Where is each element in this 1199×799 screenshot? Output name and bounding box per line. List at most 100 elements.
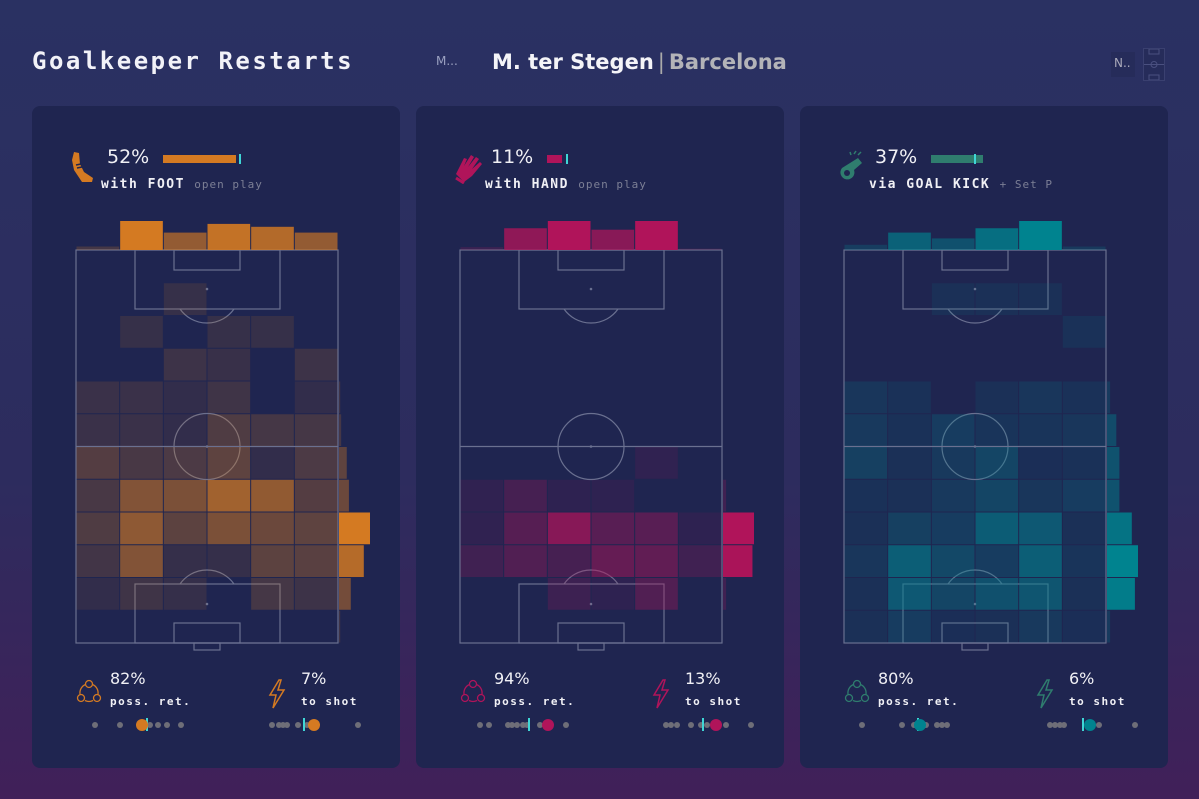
heat-cell [1062,414,1106,446]
stat-value: 7% [301,669,327,688]
share-bar [931,155,983,163]
heat-cell [844,479,888,512]
side-distribution-bar [723,578,727,610]
peer-dot [934,722,940,728]
heat-cell [207,479,251,512]
peer-dot [1061,722,1067,728]
peer-dot [276,722,282,728]
stat-value: 6% [1069,669,1095,688]
peer-dot [1132,722,1138,728]
heat-cell [251,414,294,446]
heat-cell [1019,414,1062,446]
top-distribution-bar [888,232,931,250]
heat-cell [294,447,338,479]
heat-cell [1062,610,1106,643]
peer-dot [164,722,170,728]
type-sublabel: open play [578,178,647,191]
heat-cell [120,414,163,446]
heat-cell [844,578,888,610]
type-label: with HAND [485,177,569,192]
heat-cell [888,578,931,610]
type-label: with FOOT [101,177,185,192]
heat-cell [1019,545,1062,577]
heat-cell [975,545,1019,577]
heat-cell [1062,545,1106,577]
heat-cell [207,512,251,545]
distribution-strip [855,718,955,732]
heat-cell [294,545,338,577]
distribution-strip [651,718,754,732]
heat-cell [1019,381,1062,414]
heat-cell [931,479,975,512]
peer-dot [674,722,680,728]
stat-label: poss. ret. [878,695,960,708]
peer-dot [514,722,520,728]
stat-value: 82% [110,669,146,688]
heat-cell [888,479,931,512]
top-distribution-bar [294,232,338,250]
glove-icon [452,150,486,188]
panel-goalkick: 37% via GOAL KICK + Set P 80% poss. ret.… [800,106,1168,768]
peer-dot [509,722,515,728]
heat-cell [975,283,1019,315]
heat-cell [294,414,338,446]
heat-cell [207,348,251,381]
top-distribution-bar [1062,246,1106,250]
heat-cell [888,545,931,577]
pitch-view-toggle[interactable] [1143,48,1165,81]
distribution-strip [267,718,367,732]
heat-cell [76,381,120,414]
top-distribution-bar [120,221,163,250]
heat-cell [844,545,888,577]
heat-cell [1062,512,1106,545]
heat-cell [163,381,207,414]
heat-cell [888,414,931,446]
heat-cell [931,447,975,479]
heat-cell [1019,479,1062,512]
type-sublabel: + Set P [999,178,1053,191]
heat-cell [251,545,294,577]
heat-cell [888,381,931,414]
peer-dot [92,722,98,728]
selector-button[interactable]: N.. [1111,52,1135,77]
heat-cell [931,578,975,610]
page-title: Goalkeeper Restarts [32,47,355,75]
share-percent: 37% [875,146,918,168]
panel-foot: 52% with FOOT open play 82% poss. ret. 7… [32,106,400,768]
heat-cell [1062,316,1106,348]
boot-icon [68,150,96,188]
share-percent: 52% [107,146,150,168]
side-distribution-bar [339,414,342,446]
heat-cell [1019,610,1062,643]
menu-button[interactable]: M... [436,54,458,68]
heat-cell [591,479,635,512]
heat-cell [678,512,722,545]
average-marker [1082,718,1084,731]
heat-cell [1019,512,1062,545]
heat-cell [931,545,975,577]
stat-label: poss. ret. [494,695,576,708]
panel-hand: 11% with HAND open play 94% poss. ret. 1… [416,106,784,768]
side-distribution-bar [723,545,753,577]
player-dot [1084,719,1096,731]
pitch-lines [459,249,723,651]
heat-cell [888,447,931,479]
peer-dot [1057,722,1063,728]
stat-label: poss. ret. [110,695,192,708]
heat-cell [120,316,163,348]
heat-cell [591,545,635,577]
heat-cell [207,316,251,348]
heat-cell [460,479,504,512]
side-distribution-bar [1107,545,1138,577]
side-distribution-bar [723,479,727,512]
heat-cell [163,348,207,381]
heat-cell [888,512,931,545]
heat-cell [251,479,294,512]
heat-cell [460,512,504,545]
heat-cell [207,545,251,577]
peer-dot [668,722,674,728]
player-name: M. ter Stegen [492,50,654,74]
stat-label: to shot [301,695,358,708]
distribution-strip [1035,718,1138,732]
peer-dot [1052,722,1058,728]
